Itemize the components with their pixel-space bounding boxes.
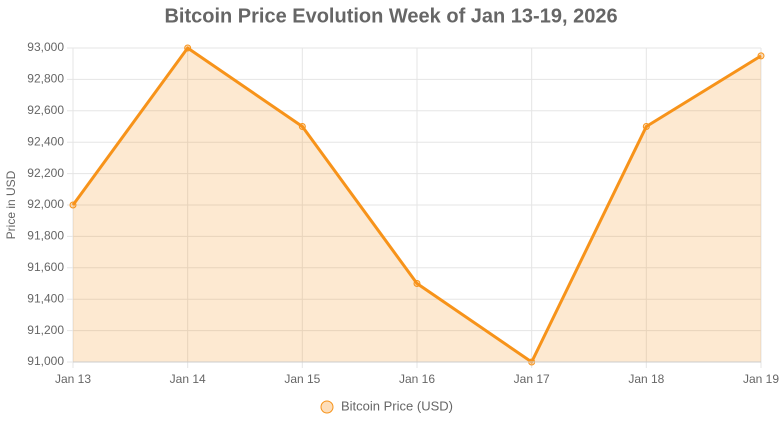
legend-label: Bitcoin Price (USD) [341,398,453,413]
x-tick-label: Jan 13 [55,372,91,386]
y-tick-label: 91,600 [27,260,64,274]
x-tick-label: Jan 16 [399,372,435,386]
y-tick-label: 91,800 [27,229,64,243]
x-tick-label: Jan 14 [170,372,206,386]
point [757,52,765,60]
point [69,201,77,209]
x-tick-label: Jan 18 [628,372,664,386]
x-tick-label: Jan 17 [514,372,550,386]
point [298,123,306,130]
y-tick-label: 92,800 [27,72,64,86]
y-tick-label: 91,400 [27,291,64,305]
x-tick-label: Jan 15 [284,372,320,386]
y-tick-label: 92,400 [27,134,64,148]
point [642,123,650,130]
area [73,48,761,362]
legend-marker [320,400,334,414]
y-tick-label: 93,000 [27,40,64,54]
y-axis-label: Price in USD [4,170,18,239]
y-tick-label: 92,000 [27,197,64,211]
x-tick-label: Jan 19 [743,372,779,386]
y-tick-label: 92,200 [27,166,64,180]
y-tick-label: 92,600 [27,103,64,117]
y-tick-label: 91,000 [27,354,64,368]
point [413,280,421,287]
point [184,44,192,52]
y-tick-label: 91,200 [27,323,64,337]
chart-title: Bitcoin Price Evolution Week of Jan 13-1… [164,5,617,27]
line [71,46,762,364]
